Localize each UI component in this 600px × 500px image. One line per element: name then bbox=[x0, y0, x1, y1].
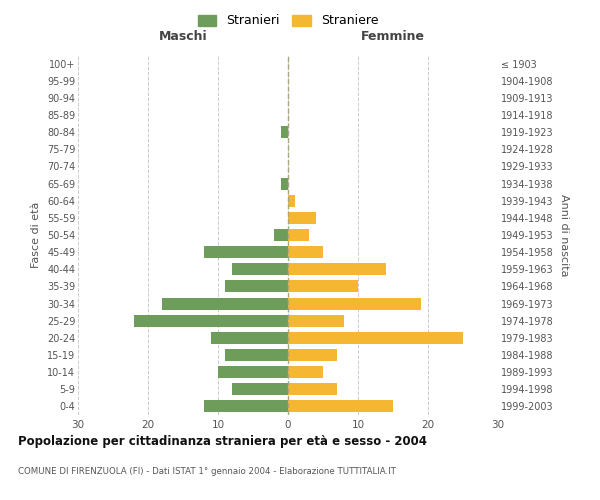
Bar bbox=[288, 400, 393, 412]
Text: Maschi: Maschi bbox=[158, 30, 208, 43]
Bar bbox=[281, 178, 288, 190]
Bar bbox=[211, 332, 288, 344]
Bar bbox=[288, 280, 358, 292]
Bar bbox=[288, 212, 316, 224]
Bar bbox=[288, 298, 421, 310]
Bar bbox=[134, 314, 288, 326]
Bar bbox=[288, 366, 323, 378]
Bar bbox=[232, 384, 288, 396]
Bar bbox=[274, 229, 288, 241]
Bar bbox=[225, 280, 288, 292]
Legend: Stranieri, Straniere: Stranieri, Straniere bbox=[197, 14, 379, 28]
Bar bbox=[288, 246, 323, 258]
Bar bbox=[162, 298, 288, 310]
Bar bbox=[288, 229, 309, 241]
Bar bbox=[288, 332, 463, 344]
Bar bbox=[225, 349, 288, 361]
Bar bbox=[204, 246, 288, 258]
Text: Popolazione per cittadinanza straniera per età e sesso - 2004: Popolazione per cittadinanza straniera p… bbox=[18, 435, 427, 448]
Bar bbox=[281, 126, 288, 138]
Bar bbox=[232, 264, 288, 276]
Bar bbox=[288, 194, 295, 206]
Text: COMUNE DI FIRENZUOLA (FI) - Dati ISTAT 1° gennaio 2004 - Elaborazione TUTTITALIA: COMUNE DI FIRENZUOLA (FI) - Dati ISTAT 1… bbox=[18, 468, 396, 476]
Y-axis label: Anni di nascita: Anni di nascita bbox=[559, 194, 569, 276]
Bar bbox=[288, 349, 337, 361]
Bar bbox=[204, 400, 288, 412]
Bar bbox=[288, 264, 386, 276]
Bar bbox=[288, 384, 337, 396]
Bar bbox=[218, 366, 288, 378]
Bar bbox=[288, 314, 344, 326]
Text: Femmine: Femmine bbox=[361, 30, 425, 43]
Y-axis label: Fasce di età: Fasce di età bbox=[31, 202, 41, 268]
